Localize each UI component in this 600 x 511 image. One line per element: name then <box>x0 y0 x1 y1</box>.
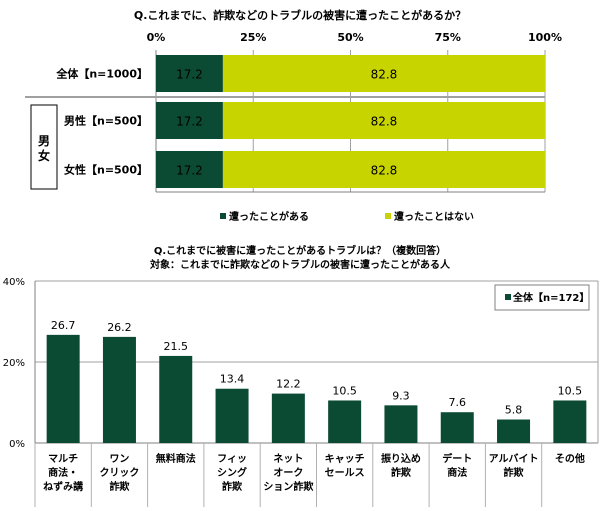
y-tick-label: 0% <box>9 439 25 450</box>
category-label: キャッチ <box>325 453 365 465</box>
legend-label: 遭ったことがある <box>229 210 309 223</box>
data-label: 82.8 <box>371 115 398 129</box>
bar <box>46 334 80 443</box>
data-label: 21.5 <box>164 340 189 353</box>
x-tick-label: 25% <box>240 31 266 44</box>
data-label: 13.4 <box>220 373 245 386</box>
chart2-subtitle: 対象：これまでに詐欺などのトラブルの被害に遭ったことがある人 <box>149 258 451 271</box>
data-label: 26.7 <box>51 319 76 332</box>
category-label: オーク <box>273 467 303 479</box>
bar <box>215 388 249 443</box>
data-label: 17.2 <box>176 164 203 178</box>
legend-label: 全体【n=172】 <box>512 291 589 304</box>
legend-swatch <box>220 213 226 219</box>
bar-segment <box>222 102 545 139</box>
category-label: シング <box>217 466 247 479</box>
bar-segment <box>222 151 545 188</box>
data-label: 26.2 <box>107 321 132 334</box>
bar-segment <box>156 151 223 188</box>
x-tick-label: 75% <box>435 31 461 44</box>
data-label: 7.6 <box>449 396 467 409</box>
category-label: 詐欺 <box>109 480 129 493</box>
data-label: 17.2 <box>176 68 203 82</box>
data-label: 82.8 <box>371 164 398 178</box>
group-label: 女 <box>38 148 50 163</box>
bar <box>440 412 474 443</box>
category-label: 女性【n=500】 <box>64 163 148 177</box>
chart1-title: Q.これまでに、詐欺などのトラブルの被害に遭ったことがあるか？ <box>134 8 466 22</box>
legend-label: 遭ったことはない <box>394 210 474 223</box>
category-label: 振り込め <box>381 452 421 465</box>
bar <box>553 400 587 443</box>
y-tick-label: 20% <box>3 358 25 369</box>
category-label: ション詐欺 <box>263 480 313 493</box>
bar <box>497 419 531 443</box>
category-label: 詐欺 <box>504 466 524 479</box>
data-label: 9.3 <box>392 389 410 402</box>
category-label: フィッ <box>217 453 247 465</box>
group-label: 男 <box>38 134 50 148</box>
category-label: 詐欺 <box>391 466 411 479</box>
category-label: ワン <box>109 453 129 465</box>
category-label: ネット <box>273 453 303 465</box>
bar <box>271 393 305 443</box>
bar-segment <box>156 55 223 92</box>
category-label: 無料商法 <box>156 452 196 465</box>
group-box <box>30 104 58 190</box>
category-label: マルチ <box>48 453 78 465</box>
category-label: 商法 <box>447 466 467 479</box>
category-label: アルバイト <box>489 453 539 465</box>
data-label: 10.5 <box>558 384 583 397</box>
bar <box>384 405 418 443</box>
y-tick-label: 40% <box>3 277 25 288</box>
category-label: その他 <box>555 452 585 465</box>
category-label: 男性【n=500】 <box>64 114 148 128</box>
bar-segment <box>222 55 545 92</box>
data-label: 82.8 <box>371 68 398 82</box>
legend-swatch <box>505 294 511 300</box>
data-label: 17.2 <box>176 115 203 129</box>
bar <box>102 336 136 443</box>
x-tick-label: 100% <box>528 31 562 44</box>
category-label: クリック <box>99 467 139 479</box>
legend-swatch <box>385 213 391 219</box>
category-label: 全体【n=1000】 <box>55 67 148 81</box>
data-label: 10.5 <box>332 384 357 397</box>
category-label: 商法・ <box>48 466 78 479</box>
x-tick-label: 0% <box>147 31 166 44</box>
x-tick-label: 50% <box>337 31 363 44</box>
category-label: ねずみ講 <box>43 480 83 493</box>
bar-segment <box>156 102 223 139</box>
data-label: 12.2 <box>276 378 301 391</box>
category-label: 詐欺 <box>222 480 242 493</box>
category-label: デート <box>442 452 472 465</box>
category-label: セールス <box>325 467 365 479</box>
chart2-title: Q.これまでに被害に遭ったことがあるトラブルは？（複数回答） <box>154 244 446 257</box>
bar <box>328 400 362 443</box>
data-label: 5.8 <box>505 404 523 417</box>
bar <box>159 355 193 443</box>
